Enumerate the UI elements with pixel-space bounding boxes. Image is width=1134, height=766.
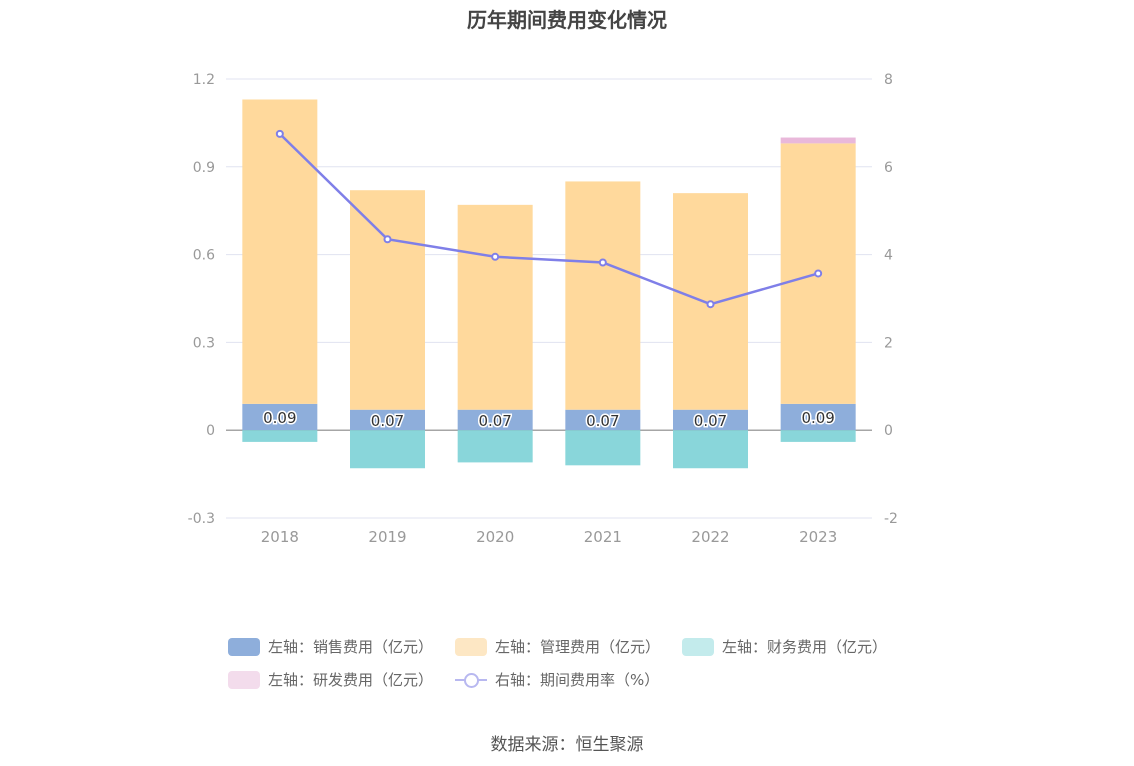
left-axis-tick-label: -0.3 <box>188 511 215 527</box>
x-axis-tick-label: 2023 <box>799 528 837 546</box>
right-axis-tick-label: 6 <box>884 160 893 176</box>
legend-row-2: 左轴：研发费用（亿元） 右轴：期间费用率（%） <box>228 663 948 696</box>
right-axis-tick-label: 4 <box>884 248 893 264</box>
left-axis-tick-label: 0.9 <box>193 160 215 176</box>
x-axis-tick-label: 2019 <box>368 528 406 546</box>
bar-segment-1 <box>350 190 425 410</box>
legend-swatch-sales <box>228 637 260 656</box>
legend-item-rnd[interactable]: 左轴：研发费用（亿元） <box>228 669 433 690</box>
x-axis-tick-label: 2022 <box>691 528 729 546</box>
legend-label-finance: 左轴：财务费用（亿元） <box>722 638 888 656</box>
legend-label-sales: 左轴：销售费用（亿元） <box>268 638 434 656</box>
right-axis-tick-label: 2 <box>884 335 893 351</box>
rate-point <box>491 252 500 261</box>
bar-data-label: 0.09 <box>263 409 296 427</box>
bar-data-label: 0.09 <box>801 409 834 427</box>
chart-svg: -0.3 0 0.3 0.6 0.9 1.2 -2 0 2 4 6 8 2018 2019 2020 2021… <box>188 72 898 546</box>
legend-label-admin: 左轴：管理费用（亿元） <box>495 638 661 656</box>
legend-item-admin[interactable]: 左轴：管理费用（亿元） <box>455 636 660 657</box>
legend-swatch-finance <box>682 637 715 656</box>
x-axis-tick-label: 2021 <box>584 528 622 546</box>
legend-label-rnd: 左轴：研发费用（亿元） <box>268 671 434 689</box>
legend-item-rate[interactable]: 右轴：期间费用率（%） <box>455 669 659 690</box>
left-axis-tick-label: 1.2 <box>193 72 215 88</box>
bar-segment-1 <box>242 99 318 404</box>
bar-segment-0 <box>565 409 641 431</box>
right-axis-tick-label: 0 <box>884 423 893 439</box>
legend-item-sales[interactable]: 左轴：销售费用（亿元） <box>228 636 433 657</box>
chart-title: 历年期间费用变化情况 <box>467 8 667 32</box>
bar-segment-2 <box>673 430 748 469</box>
legend-label-rate: 右轴：期间费用率（%） <box>495 671 660 689</box>
rate-point <box>814 269 823 278</box>
left-axis-tick-label: 0.3 <box>193 335 215 351</box>
bar-data-label: 0.07 <box>371 412 404 430</box>
legend-line-icon <box>455 671 488 689</box>
legend-item-finance[interactable]: 左轴：财务费用（亿元） <box>682 636 887 657</box>
rate-line <box>278 132 819 306</box>
bar-segment-0 <box>350 409 425 431</box>
rate-point <box>598 258 607 267</box>
x-axis-tick-label: 2018 <box>261 528 299 546</box>
bar-segment-2 <box>242 430 318 442</box>
left-axis-tick-label: 0.6 <box>193 248 215 264</box>
legend-swatch-rnd <box>228 670 260 689</box>
bar-segment-2 <box>457 430 533 463</box>
right-axis-tick-label: -2 <box>884 511 898 527</box>
bar-data-label: 0.07 <box>694 412 727 430</box>
left-axis-tick-label: 0 <box>206 423 215 439</box>
bar-data-label: 0.07 <box>478 412 511 430</box>
rate-point <box>275 129 284 138</box>
rate-point <box>706 300 715 309</box>
bar-segment-0 <box>673 409 748 431</box>
bar-data-label: 0.07 <box>586 412 619 430</box>
bar-segment-0 <box>780 403 856 431</box>
legend-row-1: 左轴：销售费用（亿元） 左轴：管理费用（亿元） 左轴：财务费用（亿元） <box>228 630 948 663</box>
rate-point <box>383 235 392 244</box>
bar-segment-1 <box>565 181 641 410</box>
legend-swatch-admin <box>455 637 488 656</box>
bar-segment-0 <box>242 403 318 431</box>
source-note: 数据来源：恒生聚源 <box>490 735 644 755</box>
bar-segment-2 <box>780 430 856 442</box>
bar-segment-2 <box>350 430 425 469</box>
legend: 左轴：销售费用（亿元） 左轴：管理费用（亿元） 左轴：财务费用（亿元） 左轴：研… <box>228 630 948 696</box>
right-axis-tick-label: 8 <box>884 72 893 88</box>
x-axis-tick-label: 2020 <box>476 528 514 546</box>
bar-segment-0 <box>457 409 533 431</box>
bar-segment-3 <box>780 137 856 144</box>
bar-segment-1 <box>457 204 533 410</box>
bar-segment-2 <box>565 430 641 466</box>
